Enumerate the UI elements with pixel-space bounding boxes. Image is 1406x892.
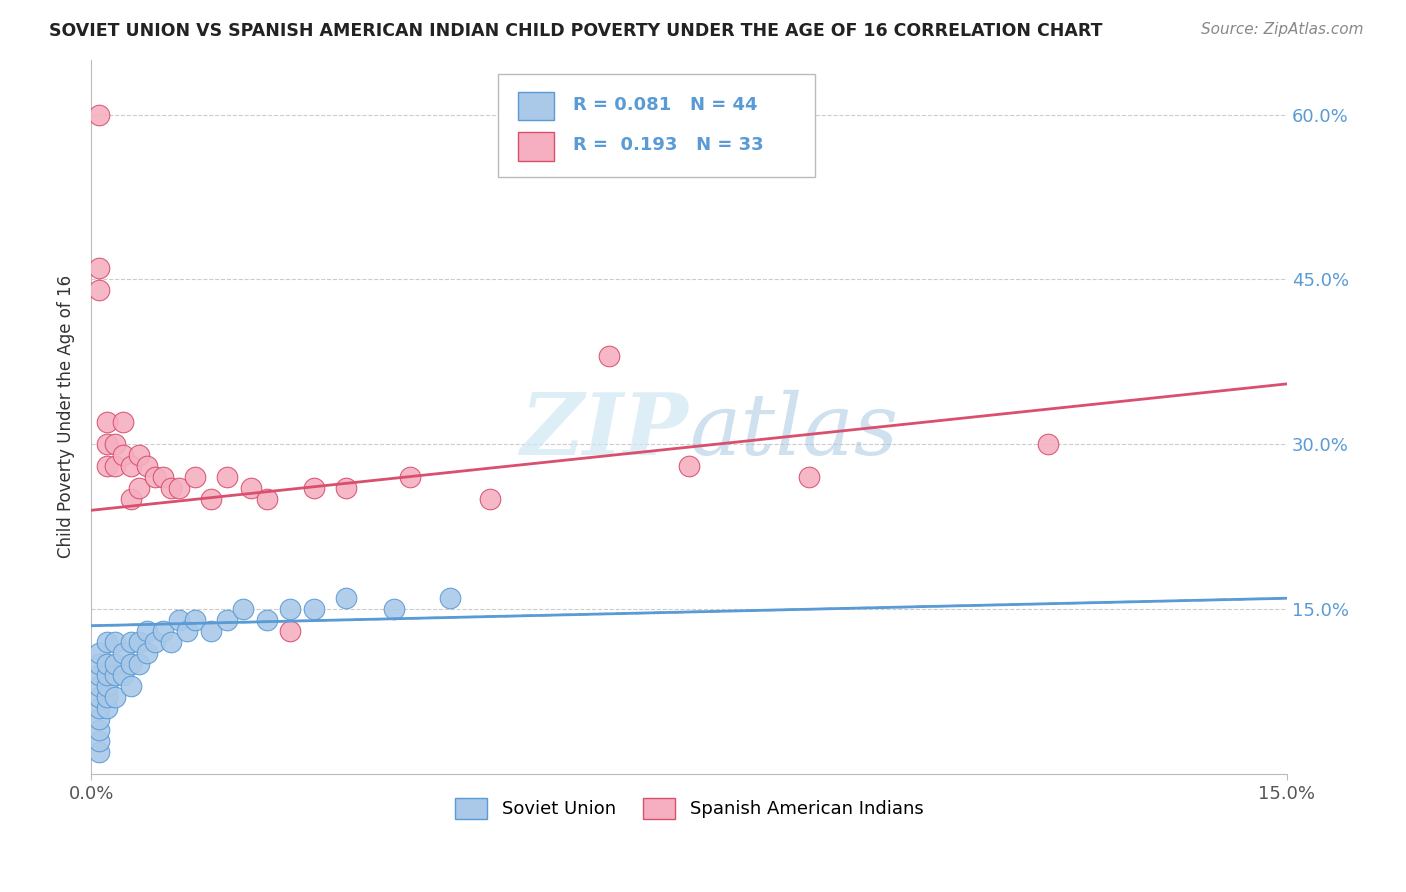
Point	[128, 448, 150, 462]
Point	[160, 481, 183, 495]
Point	[200, 492, 222, 507]
FancyBboxPatch shape	[498, 74, 814, 178]
Point	[439, 591, 461, 606]
Point	[112, 668, 135, 682]
Point	[160, 635, 183, 649]
Point	[399, 470, 422, 484]
Point	[96, 657, 118, 672]
Point	[136, 624, 159, 639]
Point	[335, 481, 357, 495]
Point	[152, 470, 174, 484]
Point	[89, 261, 111, 276]
Text: R = 0.081   N = 44: R = 0.081 N = 44	[574, 95, 758, 113]
Point	[104, 690, 127, 705]
Point	[120, 679, 142, 693]
Point	[239, 481, 262, 495]
Point	[143, 470, 166, 484]
Point	[96, 415, 118, 429]
Point	[184, 470, 207, 484]
Point	[112, 415, 135, 429]
Text: R =  0.193   N = 33: R = 0.193 N = 33	[574, 136, 763, 154]
Point	[96, 668, 118, 682]
Point	[120, 635, 142, 649]
Point	[96, 635, 118, 649]
Point	[143, 635, 166, 649]
Point	[478, 492, 501, 507]
Point	[128, 635, 150, 649]
Point	[120, 492, 142, 507]
Point	[167, 481, 190, 495]
Text: SOVIET UNION VS SPANISH AMERICAN INDIAN CHILD POVERTY UNDER THE AGE OF 16 CORREL: SOVIET UNION VS SPANISH AMERICAN INDIAN …	[49, 22, 1102, 40]
Point	[280, 602, 302, 616]
Point	[89, 107, 111, 121]
Legend: Soviet Union, Spanish American Indians: Soviet Union, Spanish American Indians	[447, 790, 931, 826]
Point	[89, 668, 111, 682]
Point	[89, 723, 111, 738]
Point	[598, 350, 620, 364]
Point	[89, 745, 111, 759]
Point	[382, 602, 405, 616]
Point	[89, 646, 111, 660]
Point	[215, 470, 238, 484]
Point	[152, 624, 174, 639]
Point	[128, 657, 150, 672]
Point	[232, 602, 254, 616]
Text: Source: ZipAtlas.com: Source: ZipAtlas.com	[1201, 22, 1364, 37]
Point	[104, 459, 127, 474]
Point	[184, 613, 207, 627]
Point	[89, 712, 111, 726]
Point	[104, 668, 127, 682]
Point	[280, 624, 302, 639]
FancyBboxPatch shape	[517, 133, 554, 161]
Point	[120, 459, 142, 474]
Point	[136, 646, 159, 660]
Point	[256, 613, 278, 627]
Point	[304, 481, 326, 495]
Point	[104, 635, 127, 649]
Point	[89, 284, 111, 298]
Point	[678, 459, 700, 474]
Point	[96, 690, 118, 705]
Point	[797, 470, 820, 484]
Point	[200, 624, 222, 639]
Y-axis label: Child Poverty Under the Age of 16: Child Poverty Under the Age of 16	[58, 276, 75, 558]
Point	[136, 459, 159, 474]
Point	[96, 679, 118, 693]
Point	[176, 624, 198, 639]
Point	[215, 613, 238, 627]
Point	[335, 591, 357, 606]
Point	[1036, 437, 1059, 451]
Point	[112, 646, 135, 660]
Point	[304, 602, 326, 616]
Point	[167, 613, 190, 627]
Point	[104, 437, 127, 451]
Point	[96, 701, 118, 715]
Text: ZIP: ZIP	[522, 390, 689, 473]
Point	[89, 701, 111, 715]
Point	[256, 492, 278, 507]
Point	[128, 481, 150, 495]
Point	[89, 679, 111, 693]
FancyBboxPatch shape	[517, 92, 554, 120]
Point	[96, 437, 118, 451]
Point	[112, 448, 135, 462]
Point	[96, 459, 118, 474]
Point	[89, 734, 111, 748]
Text: atlas: atlas	[689, 390, 898, 473]
Point	[89, 657, 111, 672]
Point	[89, 690, 111, 705]
Point	[104, 657, 127, 672]
Point	[120, 657, 142, 672]
